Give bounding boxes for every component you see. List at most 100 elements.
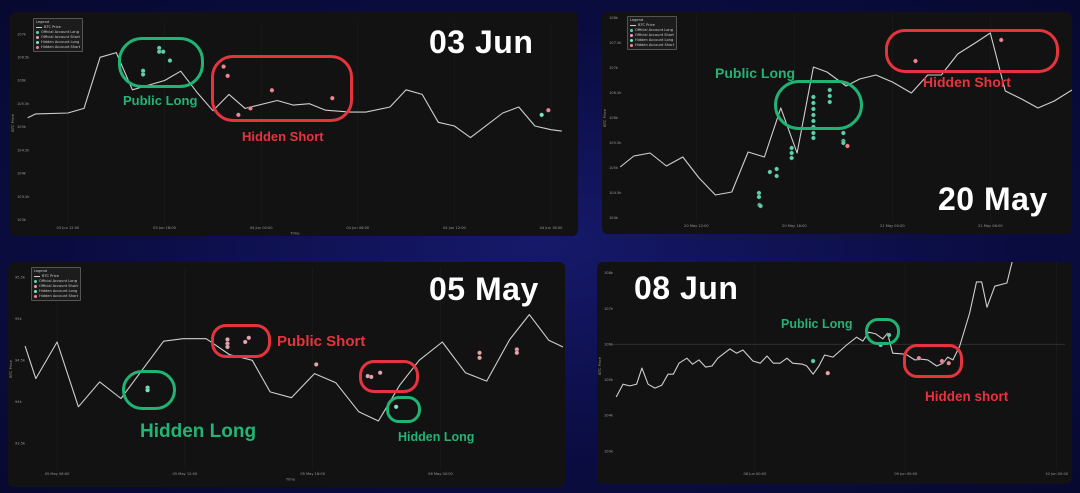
marker-official-account-short — [377, 370, 383, 376]
legend-title: Legend — [36, 20, 50, 24]
y-axis-label: BTC Price — [602, 108, 607, 126]
btc-price-line — [615, 262, 1013, 398]
marker-official-account-long — [789, 150, 794, 156]
y-tick-label: 107.5k — [609, 41, 622, 45]
y-tick-label: 106k — [609, 116, 619, 120]
marker-official-account-long — [827, 87, 833, 93]
panel-title-05-may: 05 May — [429, 271, 539, 307]
legend-marker-swatch — [36, 41, 39, 44]
panel-title-03-jun: 03 Jun — [429, 24, 534, 60]
panel-title-08-jun: 08 Jun — [634, 270, 739, 306]
y-tick-label: 105k — [609, 166, 619, 170]
marker-official-account-long — [774, 166, 780, 172]
legend-line-swatch — [36, 27, 42, 28]
y-tick-label: 105k — [17, 125, 27, 129]
legend-entry: Hidden Account Long — [36, 40, 80, 45]
legend-entry: Official Account Long — [34, 279, 78, 284]
annotation-label-public-short: Public Short — [277, 333, 366, 350]
marker-hidden-account-short — [939, 358, 945, 364]
x-tick-label: 05 May 06:00 — [45, 472, 70, 476]
marker-official-account-long — [810, 358, 816, 364]
marker-official-account-short — [313, 362, 319, 367]
legend-entry-label: Hidden Account Short — [635, 43, 675, 47]
chart-panel-03-jun: 107k 106.5k 106k 105.5k 105k 104.5k 104k 103.5k… — [10, 12, 578, 236]
y-tick-label: 105.5k — [609, 141, 622, 145]
annotation-label-public-long: Public Long — [123, 93, 198, 108]
annotation-box-hidden-short — [885, 29, 1059, 73]
chart-svg: 95.5k 95k 94.5k 94k 93.5k 05 May 06:00 05 May … — [8, 268, 563, 482]
legend-entry-label: Official Account Short — [635, 33, 674, 37]
legend-entry-label: Official Account Long — [41, 30, 79, 34]
marker-hidden-account-short — [248, 106, 253, 111]
x-tick-label: 04 Jun 00:00 — [250, 226, 274, 230]
y-axis-label: BTC Price — [10, 113, 15, 131]
y-tick-label: 104.5k — [17, 148, 30, 152]
x-tick-label: 05 May 12:00 — [173, 472, 198, 476]
x-tick-label: 04 Jun 12:00 — [443, 226, 467, 230]
legend-line-swatch — [630, 25, 636, 26]
legend-entry-label: Hidden Account Long — [41, 40, 80, 44]
y-tick-label: 95.5k — [15, 275, 26, 279]
legend-marker-swatch — [630, 39, 633, 42]
annotation-oval-public-long — [774, 80, 863, 130]
marker-official-account-short — [477, 350, 482, 356]
annotation-oval-public-long — [118, 37, 204, 88]
y-tick-label: 105.5k — [17, 102, 30, 106]
x-tick-label: 10 Jun 00:00 — [1045, 472, 1069, 476]
legend-entry: Official Account Long — [630, 28, 674, 33]
legend-marker-swatch — [630, 29, 633, 32]
legend-entry: Official Account Long — [36, 30, 80, 35]
y-tick-label: 93.5k — [15, 442, 26, 446]
y-tick-label: 106k — [17, 79, 27, 83]
marker-official-account-long — [811, 100, 816, 106]
annotation-label-hidden-short: Hidden Short — [923, 74, 1011, 90]
x-tick-label: 08 Jun 00:00 — [744, 472, 768, 476]
legend-entry: BTC Price — [34, 274, 78, 279]
y-tick-label: 104.5k — [609, 191, 622, 195]
marker-official-account-long — [756, 194, 762, 200]
legend-entry-label: Hidden Account Long — [635, 38, 674, 42]
x-axis-label: Time — [289, 231, 300, 236]
marker-official-account-short — [246, 335, 252, 341]
legend-entry-label: Official Account Long — [39, 279, 77, 283]
x-tick-label: 09 Jun 00:00 — [894, 472, 918, 476]
y-tick-label: 103k — [17, 218, 27, 222]
annotation-label-hidden-long: Hidden Long — [140, 421, 257, 442]
marker-official-account-short — [477, 355, 482, 361]
y-axis-label: BTC Price — [597, 356, 602, 374]
y-tick-label: 103k — [604, 449, 614, 453]
y-tick-label: 104k — [609, 216, 619, 220]
legend-title: Legend — [34, 269, 48, 273]
marker-hidden-account-short — [546, 107, 551, 113]
legend-title: Legend — [630, 18, 644, 22]
annotation-box-hidden-short — [211, 55, 353, 122]
y-tick-label: 104k — [17, 172, 27, 176]
legend-marker-swatch — [630, 34, 633, 37]
chart-legend: Legend BTC Price Official Account Long Offi… — [627, 16, 678, 50]
legend-entry: BTC Price — [36, 25, 80, 30]
chart-legend: Legend BTC Price Official Account Long Offi… — [33, 18, 84, 52]
legend-marker-swatch — [34, 295, 37, 298]
y-tick-label: 108k — [604, 271, 614, 275]
marker-official-account-long — [789, 145, 794, 151]
legend-entry: Official Account Short — [36, 35, 80, 40]
y-tick-label: 106.5k — [609, 91, 622, 95]
marker-official-account-short — [514, 350, 520, 356]
btc-price-line — [27, 52, 562, 139]
legend-marker-swatch — [34, 280, 37, 283]
y-tick-label: 105k — [604, 378, 614, 382]
annotation-label-public-long: Public Long — [781, 317, 853, 331]
x-tick-label: 20 May 12:00 — [684, 224, 709, 228]
marker-official-account-long — [774, 173, 780, 179]
legend-entry-label: BTC Price — [42, 274, 59, 278]
x-tick-label: 03 Jun 18:00 — [153, 226, 177, 230]
legend-entry: Official Account Short — [630, 33, 674, 38]
legend-entry: Hidden Account Short — [36, 45, 80, 50]
legend-entry-label: Official Account Long — [635, 28, 673, 32]
marker-official-account-short — [242, 339, 248, 345]
annotation-box-short-cluster — [359, 360, 419, 393]
legend-entry: Hidden Account Long — [630, 38, 674, 43]
marker-hidden-account-short — [916, 355, 922, 361]
marker-official-account-short — [825, 370, 831, 376]
x-tick-label: 21 May 00:00 — [880, 224, 905, 228]
